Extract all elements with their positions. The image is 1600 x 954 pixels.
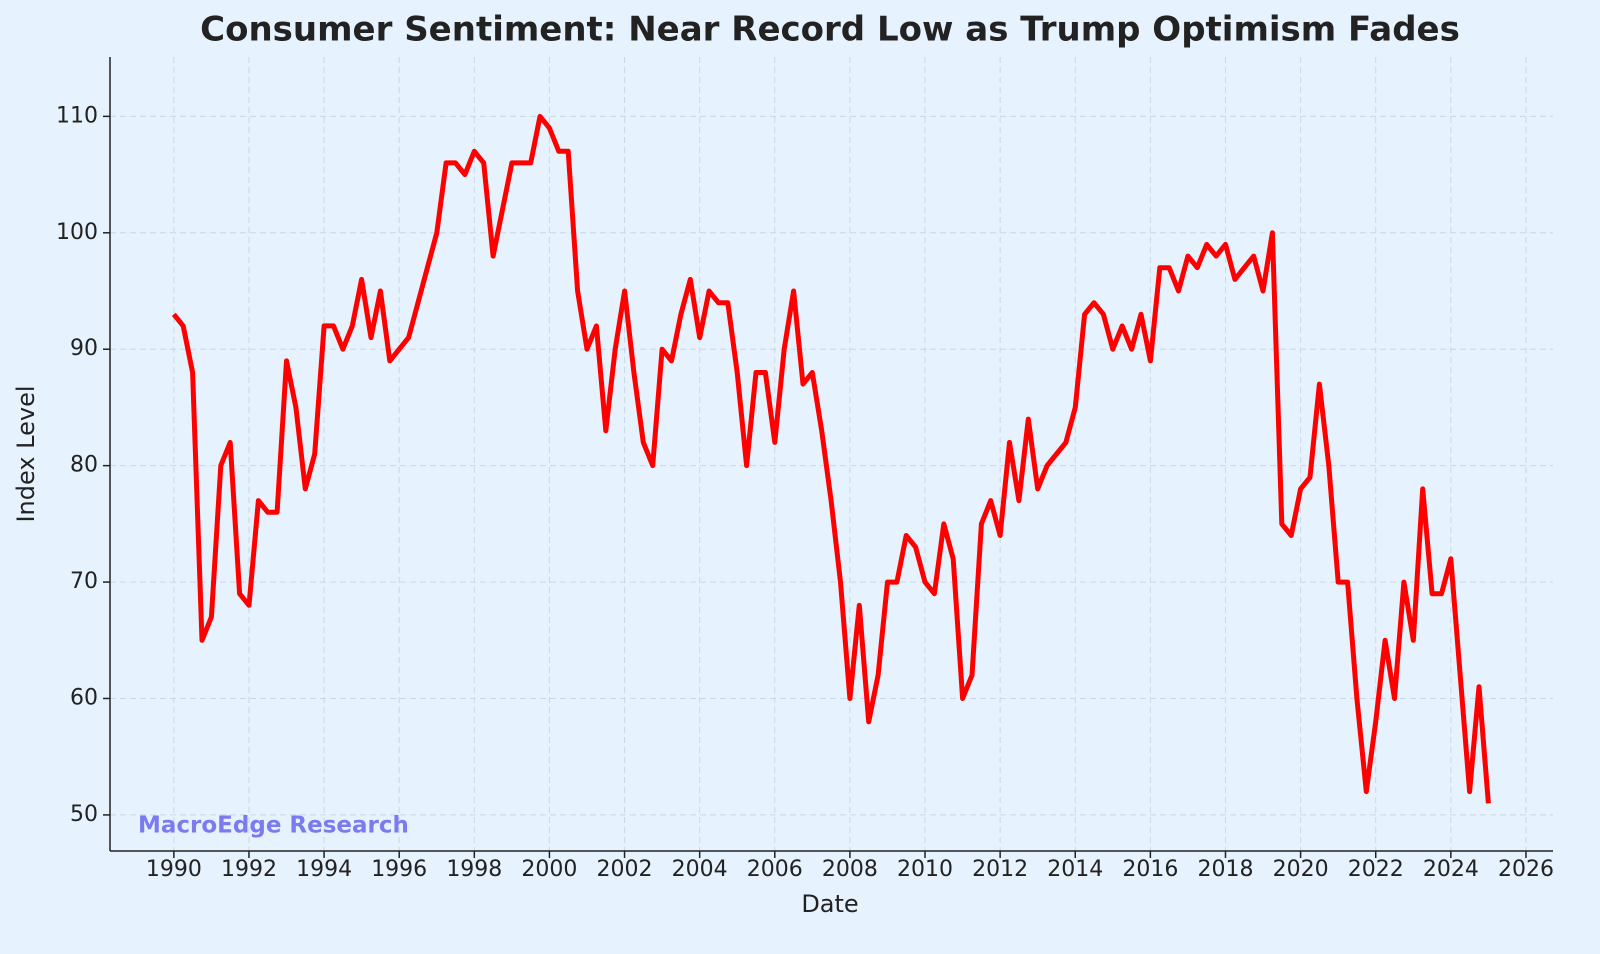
y-axis-label: Index Level: [12, 385, 40, 522]
x-tick-label: 2024: [1423, 857, 1479, 882]
x-tick-label: 2000: [521, 857, 577, 882]
y-tick-label: 80: [70, 453, 98, 478]
x-tick-label: 2012: [972, 857, 1028, 882]
y-tick-label: 50: [70, 802, 98, 827]
y-tick-label: 110: [56, 103, 98, 128]
x-tick-label: 2014: [1047, 857, 1103, 882]
x-tick-label: 2018: [1197, 857, 1253, 882]
x-tick-label: 1990: [146, 857, 202, 882]
y-tick-label: 90: [70, 336, 98, 361]
x-tick-label: 1994: [296, 857, 352, 882]
x-tick-label: 2004: [672, 857, 728, 882]
x-tick-label: 2002: [597, 857, 653, 882]
x-tick-label: 2010: [897, 857, 953, 882]
y-tick-label: 70: [70, 569, 98, 594]
x-tick-label: 1996: [371, 857, 427, 882]
x-tick-label: 2022: [1348, 857, 1404, 882]
chart-title: Consumer Sentiment: Near Record Low as T…: [200, 10, 1460, 50]
y-tick-label: 100: [56, 220, 98, 245]
x-tick-label: 2026: [1498, 857, 1554, 882]
watermark: MacroEdge Research: [138, 813, 409, 839]
x-tick-label: 1998: [446, 857, 502, 882]
x-tick-label: 2020: [1273, 857, 1329, 882]
data-line: [171, 113, 1491, 804]
x-tick-label: 2006: [747, 857, 803, 882]
y-tick-label: 60: [70, 685, 98, 710]
x-tick-label: 1992: [221, 857, 277, 882]
x-axis-label: Date: [801, 890, 858, 918]
x-tick-label: 2016: [1122, 857, 1178, 882]
x-tick-label: 2008: [822, 857, 878, 882]
